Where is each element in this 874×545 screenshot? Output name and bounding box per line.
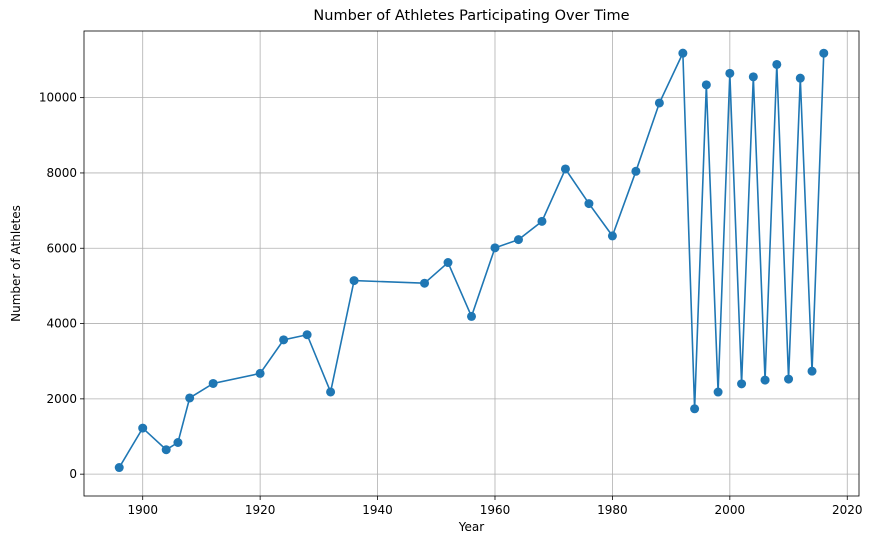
data-point (326, 387, 336, 397)
data-point (784, 374, 794, 384)
chart-title: Number of Athletes Participating Over Ti… (313, 8, 629, 24)
x-tick-label: 1960 (480, 503, 511, 517)
data-point (607, 231, 617, 241)
x-tick-label: 2020 (832, 503, 863, 517)
series-line (118, 52, 825, 468)
data-point (560, 164, 570, 174)
y-tick-label: 10000 (39, 91, 77, 105)
data-point (173, 437, 183, 447)
y-tick-label: 6000 (46, 241, 77, 255)
data-point (537, 216, 547, 226)
grid (84, 31, 859, 496)
data-point (467, 311, 476, 321)
data-point (795, 73, 805, 83)
data-point (772, 59, 782, 69)
data-point (302, 330, 312, 340)
data-point (748, 72, 758, 82)
data-point (114, 463, 124, 473)
series-layer (114, 48, 829, 473)
plot-frame (83, 30, 860, 497)
data-point (584, 199, 594, 209)
data-point (713, 387, 723, 397)
data-point (443, 258, 453, 268)
data-point (490, 243, 500, 253)
data-point (279, 335, 289, 345)
data-point (760, 375, 770, 385)
data-point (737, 379, 747, 389)
data-point (161, 445, 171, 455)
x-tick-label: 2000 (715, 503, 746, 517)
data-point (701, 80, 711, 90)
y-axis-label: Number of Athletes (9, 205, 23, 322)
data-point (420, 278, 430, 288)
y-axis: 0 2000 4000 6000 8000 10000 (39, 91, 84, 481)
data-point (185, 393, 195, 403)
x-tick-label: 1920 (245, 503, 276, 517)
x-axis-label: Year (458, 520, 484, 534)
x-tick-label: 1900 (127, 503, 158, 517)
x-tick-label: 1980 (597, 503, 628, 517)
data-point (138, 423, 148, 433)
data-point (819, 48, 829, 58)
data-point (208, 378, 218, 388)
x-axis: 1900 1920 1940 1960 1980 2000 2020 (127, 496, 863, 517)
data-point (690, 404, 700, 414)
data-point (513, 235, 523, 245)
data-point (654, 98, 664, 108)
data-point (349, 276, 359, 286)
data-point (807, 366, 817, 376)
data-point (631, 166, 641, 176)
data-point (678, 48, 688, 58)
y-tick-label: 4000 (46, 317, 77, 331)
y-tick-label: 0 (69, 467, 77, 481)
data-point (255, 368, 265, 378)
y-tick-label: 8000 (46, 166, 77, 180)
x-tick-label: 1940 (362, 503, 393, 517)
y-tick-label: 2000 (46, 392, 77, 406)
data-point (725, 68, 735, 78)
